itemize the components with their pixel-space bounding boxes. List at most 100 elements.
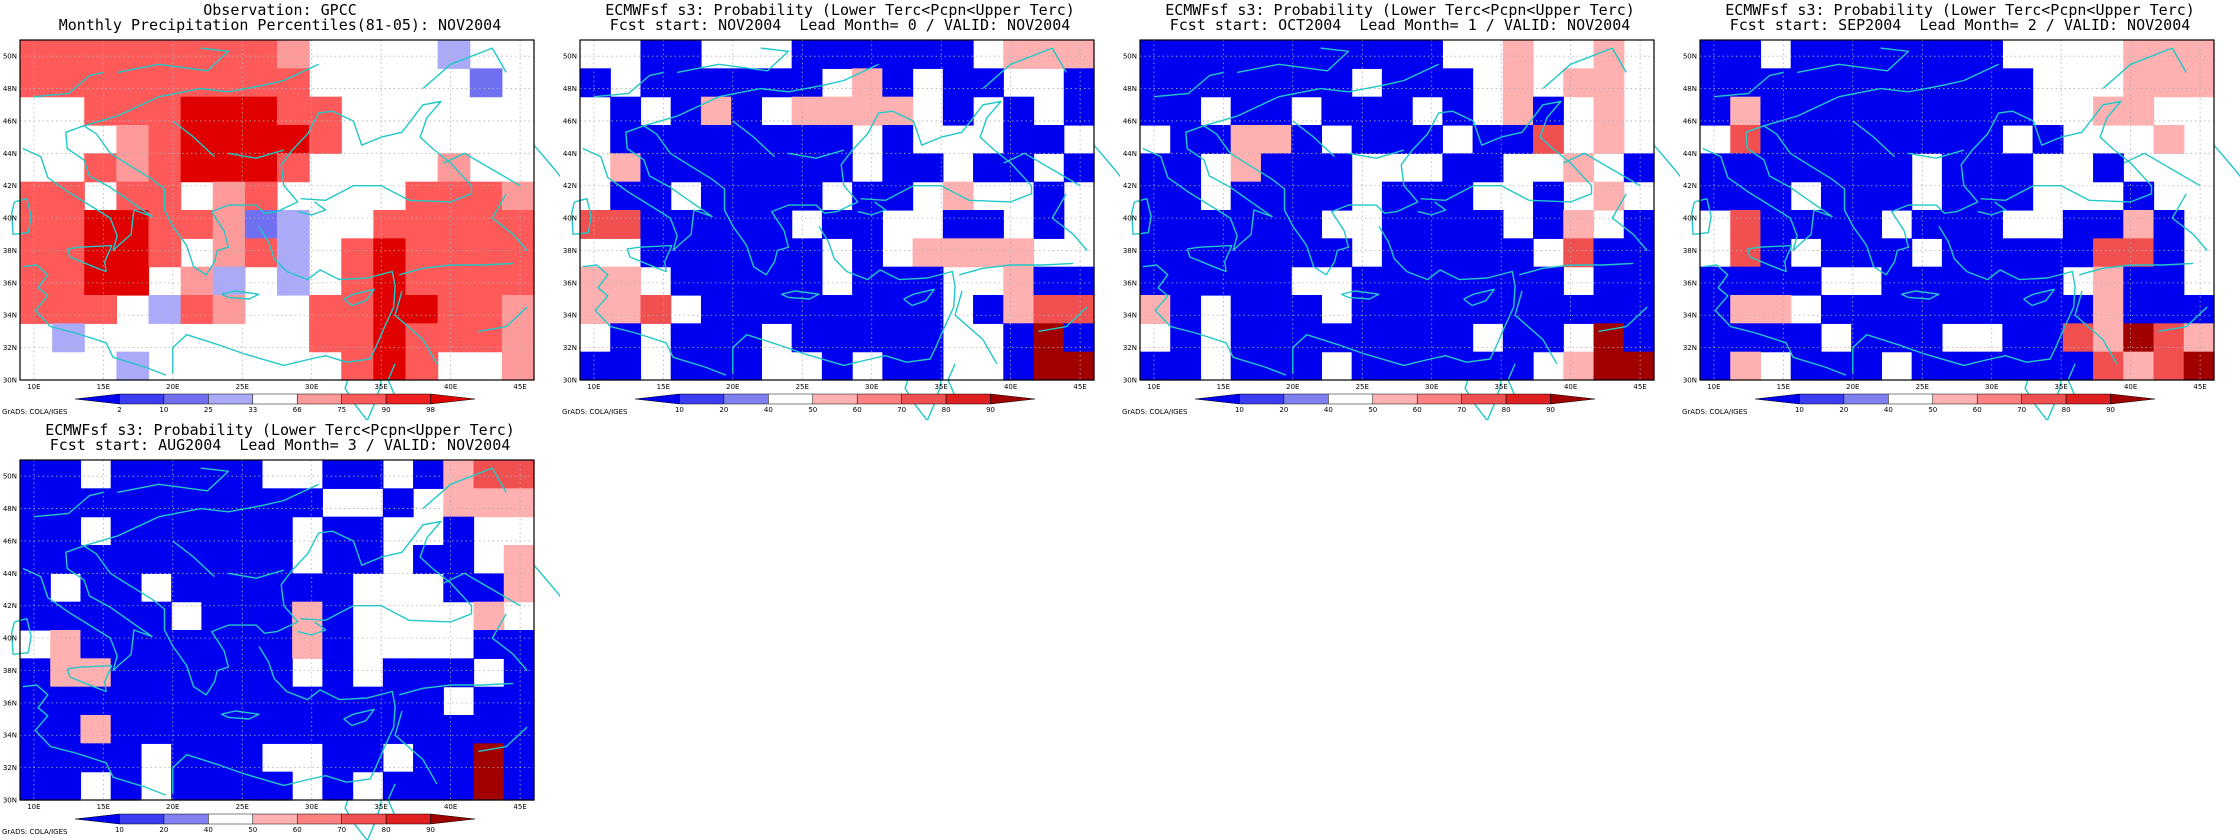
grid-cell — [1790, 68, 1822, 98]
grid-cell — [1533, 210, 1564, 239]
grid-cell — [244, 153, 278, 183]
grid-cell — [212, 40, 246, 69]
grid-cell — [1593, 125, 1625, 154]
grid-cell — [341, 238, 374, 268]
grid-cell — [1472, 125, 1504, 154]
grid-cell — [2153, 68, 2185, 98]
grid-cell — [1033, 295, 1065, 324]
grid-cell — [503, 460, 535, 489]
lat-tick-label: 40N — [1683, 215, 1697, 223]
grid-cell — [973, 153, 1004, 183]
grid-cell — [231, 545, 263, 574]
lat-tick-label: 44N — [563, 150, 577, 158]
lat-tick-label: 38N — [3, 667, 17, 675]
grid-cell — [1972, 210, 2003, 239]
grid-cell — [1790, 351, 1822, 381]
coastline — [1463, 288, 1495, 307]
coastline — [1093, 144, 1120, 178]
grid-cell — [1502, 40, 1534, 69]
lat-tick-label: 46N — [1123, 117, 1137, 125]
colorbar-segment — [252, 813, 298, 825]
grid-cell — [1442, 68, 1474, 98]
grid-cell — [2002, 153, 2034, 183]
grid-cell — [942, 238, 974, 268]
grid-cell — [2032, 238, 2064, 268]
grid-cell — [700, 266, 732, 296]
lat-tick-label: 44N — [3, 570, 17, 578]
grid-cell — [882, 125, 914, 154]
coastline — [1901, 290, 1940, 300]
grid-cell — [1563, 68, 1595, 98]
grid-cell — [20, 210, 53, 239]
grid-cell — [231, 630, 263, 659]
coastline — [221, 710, 260, 720]
colorbar-segment — [1461, 393, 1507, 405]
grid-cell — [640, 125, 672, 154]
coastline — [228, 149, 285, 159]
lon-tick-label: 35E — [375, 383, 388, 391]
panel-observation-gpcc: Observation: GPCC Monthly Precipitation … — [0, 0, 560, 420]
grid-cell — [261, 601, 293, 631]
grid-cell — [231, 771, 263, 801]
coastline — [1598, 306, 1648, 333]
lon-tick-label: 10E — [587, 383, 600, 391]
grid-cell — [52, 210, 85, 239]
colorbar-segment — [1372, 393, 1418, 405]
colorbar-segment — [296, 393, 342, 405]
colorbar-tick-label: 60 — [293, 826, 302, 834]
colorbar-segment — [2110, 393, 2156, 405]
grid-cell — [322, 630, 354, 659]
grid-cell — [1593, 295, 1625, 324]
grid-cell — [1730, 40, 1762, 69]
grid-cell — [443, 658, 475, 688]
grid-cell — [473, 460, 505, 489]
grid-cell — [405, 210, 439, 239]
grid-cell — [443, 715, 475, 744]
colorbar-tick-label: 90 — [2106, 406, 2115, 414]
grid-cell — [1472, 238, 1504, 268]
colorbar-segment — [208, 393, 254, 405]
grid-cell — [322, 460, 354, 489]
grid-cell — [1230, 68, 1262, 98]
coastline — [1292, 225, 1516, 374]
grid-cell — [309, 125, 342, 154]
grid-cell — [503, 545, 535, 574]
lat-tick-label: 30N — [1123, 377, 1137, 385]
grid-cell — [171, 715, 203, 744]
lon-tick-label: 45E — [2193, 383, 2206, 391]
grid-cell — [171, 545, 203, 574]
coastline — [1153, 71, 1224, 98]
lat-tick-label: 46N — [3, 117, 17, 125]
grid-cell — [1291, 351, 1323, 381]
grid-cell — [1790, 153, 1822, 183]
grid-cell — [1623, 266, 1655, 296]
grid-cell — [52, 181, 85, 211]
grid-cell — [1260, 238, 1292, 268]
grid-cell — [670, 210, 702, 239]
grid-cell — [84, 238, 117, 268]
grid-cell — [110, 488, 142, 518]
coastline — [959, 262, 1074, 276]
colorbar-tick-label: 70 — [1457, 406, 1466, 414]
grid-cell — [1911, 351, 1943, 381]
lat-tick-label: 32N — [3, 764, 17, 772]
grid-cell — [700, 238, 732, 268]
grid-cell — [1351, 125, 1383, 154]
grid-cell — [700, 295, 732, 324]
grid-cell — [2002, 295, 2034, 324]
lat-tick-label: 48N — [3, 85, 17, 93]
panel-title-line1: ECMWFsf s3: Probability (Lower Terc<Pcpn… — [1165, 1, 1635, 19]
grid-cell — [1851, 68, 1883, 98]
grid-cell — [973, 295, 1004, 324]
grid-cell — [322, 686, 354, 716]
grid-cell — [382, 771, 414, 801]
grid-cell — [1003, 125, 1035, 154]
grid-cell — [261, 488, 293, 518]
grid-cell — [2153, 125, 2185, 154]
coastline — [732, 225, 956, 374]
grid-cell — [1381, 125, 1413, 154]
coastline — [1237, 47, 1350, 74]
grid-cell — [2002, 238, 2034, 268]
lon-tick-label: 35E — [1495, 383, 1508, 391]
grid-cell — [1412, 238, 1443, 268]
